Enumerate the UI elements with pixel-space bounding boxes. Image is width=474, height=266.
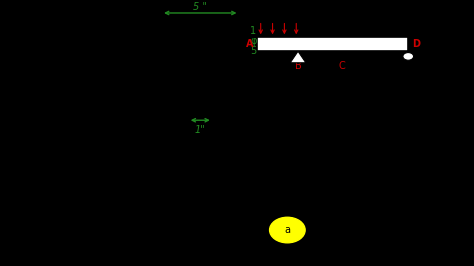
Text: 4': 4' [273,72,282,82]
Text: C: C [338,61,345,72]
Text: 4': 4' [315,72,324,82]
Text: 4': 4' [370,72,379,82]
Text: x: x [248,60,254,69]
Text: D: D [412,39,420,49]
Text: A: A [246,39,254,49]
Text: stress.: stress. [279,138,313,148]
Text: B: B [295,61,302,72]
Text: stress.: stress. [279,177,313,186]
Text: 5: 5 [250,46,256,56]
Text: • Tensile flexural: • Tensile flexural [264,159,352,169]
Polygon shape [290,51,306,63]
Text: 5 ": 5 " [193,2,207,12]
Circle shape [270,217,305,243]
Text: a: a [284,225,291,235]
Circle shape [403,53,413,60]
Text: φ: φ [250,36,256,46]
Bar [257,37,408,51]
Text: Determine: Determine [257,82,316,92]
Text: • Compressive flexural: • Compressive flexural [264,120,384,130]
Text: 1": 1" [195,125,206,135]
Text: 1: 1 [412,60,418,69]
Text: 100 lb/ft: 100 lb/ft [258,5,296,14]
Text: 1: 1 [250,26,256,36]
Text: 1000 lb: 1000 lb [339,5,373,14]
Text: The maximum: The maximum [257,100,338,110]
